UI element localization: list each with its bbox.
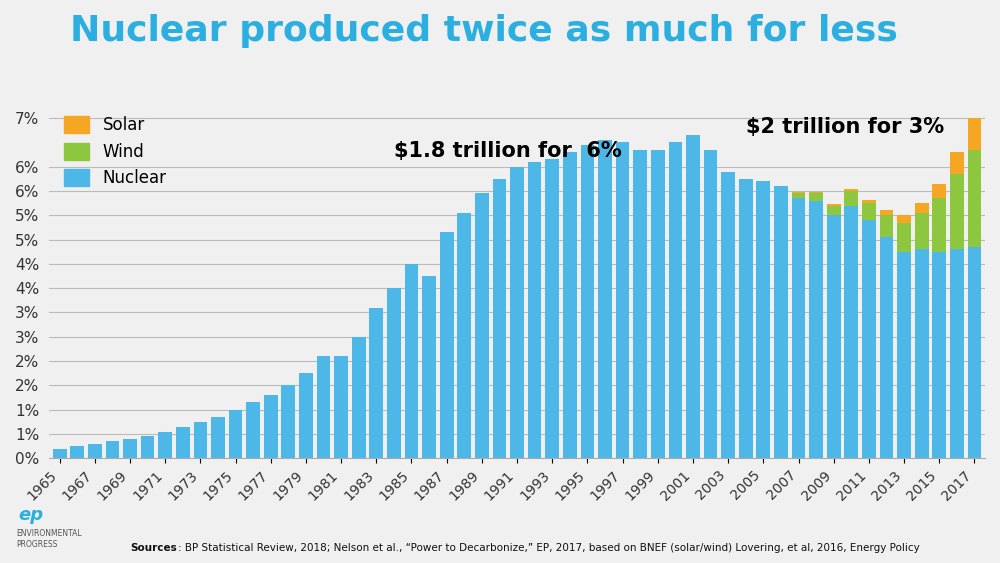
Bar <box>158 431 172 458</box>
Bar <box>352 337 366 458</box>
Bar <box>915 203 929 213</box>
Bar <box>721 172 735 458</box>
Bar <box>950 152 964 174</box>
Bar <box>229 410 242 458</box>
Bar <box>616 142 629 458</box>
Bar <box>950 174 964 249</box>
Text: ENVIRONMENTAL
PROGRESS: ENVIRONMENTAL PROGRESS <box>16 529 82 549</box>
Bar <box>844 205 858 458</box>
Bar <box>880 237 893 458</box>
Bar <box>880 215 893 237</box>
Bar <box>581 145 594 458</box>
Bar <box>651 150 665 458</box>
Bar <box>211 417 225 458</box>
Bar <box>176 427 190 458</box>
Bar <box>897 252 911 458</box>
Bar <box>510 167 524 458</box>
Bar <box>862 203 876 220</box>
Bar <box>194 422 207 458</box>
Bar <box>915 213 929 249</box>
Bar <box>792 198 805 458</box>
Bar <box>405 264 418 458</box>
Bar <box>88 444 102 458</box>
Bar <box>844 189 858 191</box>
Bar <box>897 222 911 252</box>
Bar <box>968 150 981 247</box>
Bar <box>792 194 805 198</box>
Bar <box>950 249 964 458</box>
Bar <box>457 213 471 458</box>
Bar <box>827 215 841 458</box>
Bar <box>862 220 876 458</box>
Bar <box>809 194 823 201</box>
Bar <box>317 356 330 458</box>
Bar <box>968 118 981 150</box>
Bar <box>809 193 823 194</box>
Bar <box>968 247 981 458</box>
Bar <box>334 356 348 458</box>
Text: Nuclear produced twice as much for less: Nuclear produced twice as much for less <box>70 14 898 48</box>
Text: : BP Statistical Review, 2018; Nelson et al., “Power to Decarbonize,” EP, 2017, : : BP Statistical Review, 2018; Nelson et… <box>178 543 920 553</box>
Bar <box>475 194 489 458</box>
Bar <box>387 288 401 458</box>
Bar <box>493 179 506 458</box>
Bar <box>774 186 788 458</box>
Bar <box>440 233 454 458</box>
Text: $1.8 trillion for  6%: $1.8 trillion for 6% <box>394 141 622 161</box>
Bar <box>792 193 805 194</box>
Bar <box>53 449 67 458</box>
Bar <box>809 201 823 458</box>
Bar <box>70 446 84 458</box>
Bar <box>932 184 946 198</box>
Bar <box>915 249 929 458</box>
Bar <box>545 159 559 458</box>
Bar <box>704 150 717 458</box>
Bar <box>932 198 946 252</box>
Bar <box>369 307 383 458</box>
Bar <box>897 215 911 222</box>
Bar <box>739 179 753 458</box>
Bar <box>422 276 436 458</box>
Bar <box>528 162 541 458</box>
Bar <box>123 439 137 458</box>
Bar <box>862 200 876 203</box>
Legend: Solar, Wind, Nuclear: Solar, Wind, Nuclear <box>57 109 173 194</box>
Text: ep: ep <box>18 506 43 524</box>
Bar <box>246 403 260 458</box>
Bar <box>669 142 682 458</box>
Bar <box>633 150 647 458</box>
Bar <box>598 140 612 458</box>
Bar <box>299 373 313 458</box>
Bar <box>756 181 770 458</box>
Bar <box>281 385 295 458</box>
Text: Sources: Sources <box>130 543 177 553</box>
Bar <box>827 204 841 205</box>
Bar <box>844 191 858 205</box>
Bar <box>563 152 577 458</box>
Bar <box>686 135 700 458</box>
Text: $2 trillion for 3%: $2 trillion for 3% <box>746 117 944 137</box>
Bar <box>932 252 946 458</box>
Bar <box>264 395 278 458</box>
Bar <box>827 205 841 215</box>
Bar <box>880 211 893 215</box>
Bar <box>141 436 154 458</box>
Bar <box>106 441 119 458</box>
